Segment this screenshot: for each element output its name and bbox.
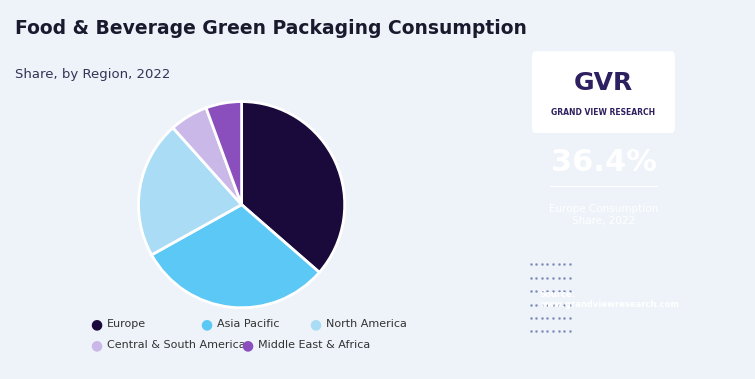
Wedge shape: [173, 108, 242, 205]
Text: GVR: GVR: [574, 71, 633, 96]
Text: 36.4%: 36.4%: [550, 148, 656, 177]
Wedge shape: [152, 205, 319, 308]
Wedge shape: [206, 102, 242, 205]
Text: Food & Beverage Green Packaging Consumption: Food & Beverage Green Packaging Consumpt…: [15, 19, 527, 38]
Text: ●: ●: [310, 317, 322, 331]
Text: North America: North America: [326, 319, 407, 329]
Text: Europe Consumption
Share, 2022: Europe Consumption Share, 2022: [549, 204, 658, 226]
Text: Asia Pacific: Asia Pacific: [217, 319, 279, 329]
Text: ●: ●: [91, 317, 103, 331]
Text: ●: ●: [200, 317, 212, 331]
Text: Share, by Region, 2022: Share, by Region, 2022: [15, 68, 171, 81]
Text: Europe: Europe: [107, 319, 146, 329]
Wedge shape: [138, 128, 242, 255]
Wedge shape: [242, 102, 345, 273]
Text: ●: ●: [242, 338, 254, 352]
FancyBboxPatch shape: [532, 51, 675, 133]
Text: Source:
www.grandviewresearch.com: Source: www.grandviewresearch.com: [540, 290, 680, 309]
Text: GRAND VIEW RESEARCH: GRAND VIEW RESEARCH: [551, 108, 655, 117]
Text: ●: ●: [91, 338, 103, 352]
Text: Middle East & Africa: Middle East & Africa: [258, 340, 371, 350]
Text: Central & South America: Central & South America: [107, 340, 246, 350]
